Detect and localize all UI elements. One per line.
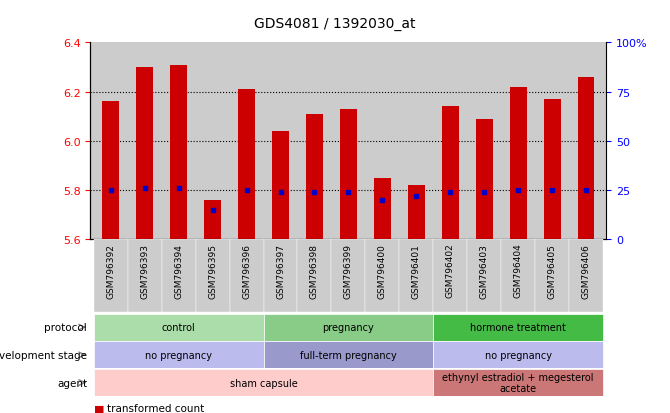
Bar — [510, 88, 527, 240]
Bar — [578, 78, 594, 240]
Bar — [94, 314, 263, 341]
Text: no pregnancy: no pregnancy — [145, 350, 212, 360]
Text: GSM796404: GSM796404 — [514, 243, 523, 298]
Bar — [340, 109, 357, 240]
Bar — [263, 314, 433, 341]
Bar — [128, 240, 161, 312]
Bar — [170, 65, 187, 240]
Bar — [272, 132, 289, 240]
Bar — [543, 100, 561, 240]
Bar — [332, 240, 365, 312]
Bar — [501, 240, 535, 312]
Bar — [263, 342, 433, 368]
Text: GSM796392: GSM796392 — [107, 243, 115, 298]
Bar — [238, 90, 255, 240]
Bar — [433, 342, 603, 368]
Text: agent: agent — [57, 377, 87, 388]
Text: GSM796405: GSM796405 — [547, 243, 557, 298]
Text: ethynyl estradiol + megesterol
acetate: ethynyl estradiol + megesterol acetate — [442, 372, 594, 394]
Text: control: control — [162, 322, 196, 332]
Bar — [306, 114, 323, 240]
Text: GSM796403: GSM796403 — [480, 243, 488, 298]
Text: sham capsule: sham capsule — [230, 377, 297, 388]
Text: GSM796397: GSM796397 — [276, 243, 285, 298]
Text: GSM796406: GSM796406 — [582, 243, 590, 298]
Text: protocol: protocol — [44, 322, 87, 332]
Text: GSM796400: GSM796400 — [378, 243, 387, 298]
Text: ■: ■ — [94, 404, 105, 413]
Text: GSM796394: GSM796394 — [174, 243, 183, 298]
Bar — [374, 178, 391, 240]
Text: GSM796399: GSM796399 — [344, 243, 353, 298]
Text: GSM796398: GSM796398 — [310, 243, 319, 298]
Bar — [94, 369, 433, 396]
Bar — [263, 240, 297, 312]
Bar — [136, 68, 153, 240]
Bar — [535, 240, 569, 312]
Bar — [442, 107, 459, 240]
Text: GSM796395: GSM796395 — [208, 243, 217, 298]
Bar — [297, 240, 332, 312]
Bar — [103, 102, 119, 240]
Text: GSM796393: GSM796393 — [140, 243, 149, 298]
Text: transformed count: transformed count — [107, 404, 204, 413]
Bar — [433, 240, 467, 312]
Bar — [399, 240, 433, 312]
Bar — [433, 369, 603, 396]
Bar — [467, 240, 501, 312]
Bar — [94, 240, 128, 312]
Bar — [569, 240, 603, 312]
Text: GSM796396: GSM796396 — [242, 243, 251, 298]
Text: hormone treatment: hormone treatment — [470, 322, 566, 332]
Text: GSM796402: GSM796402 — [446, 243, 455, 298]
Text: no pregnancy: no pregnancy — [484, 350, 551, 360]
Text: full-term pregnancy: full-term pregnancy — [300, 350, 397, 360]
Bar — [230, 240, 263, 312]
Bar — [365, 240, 399, 312]
Text: development stage: development stage — [0, 350, 87, 360]
Bar — [94, 342, 263, 368]
Bar — [161, 240, 196, 312]
Text: GDS4081 / 1392030_at: GDS4081 / 1392030_at — [254, 17, 416, 31]
Bar — [196, 240, 230, 312]
Bar — [476, 119, 492, 240]
Bar — [408, 185, 425, 240]
Bar — [204, 200, 221, 240]
Bar — [433, 314, 603, 341]
Text: pregnancy: pregnancy — [322, 322, 375, 332]
Text: GSM796401: GSM796401 — [412, 243, 421, 298]
